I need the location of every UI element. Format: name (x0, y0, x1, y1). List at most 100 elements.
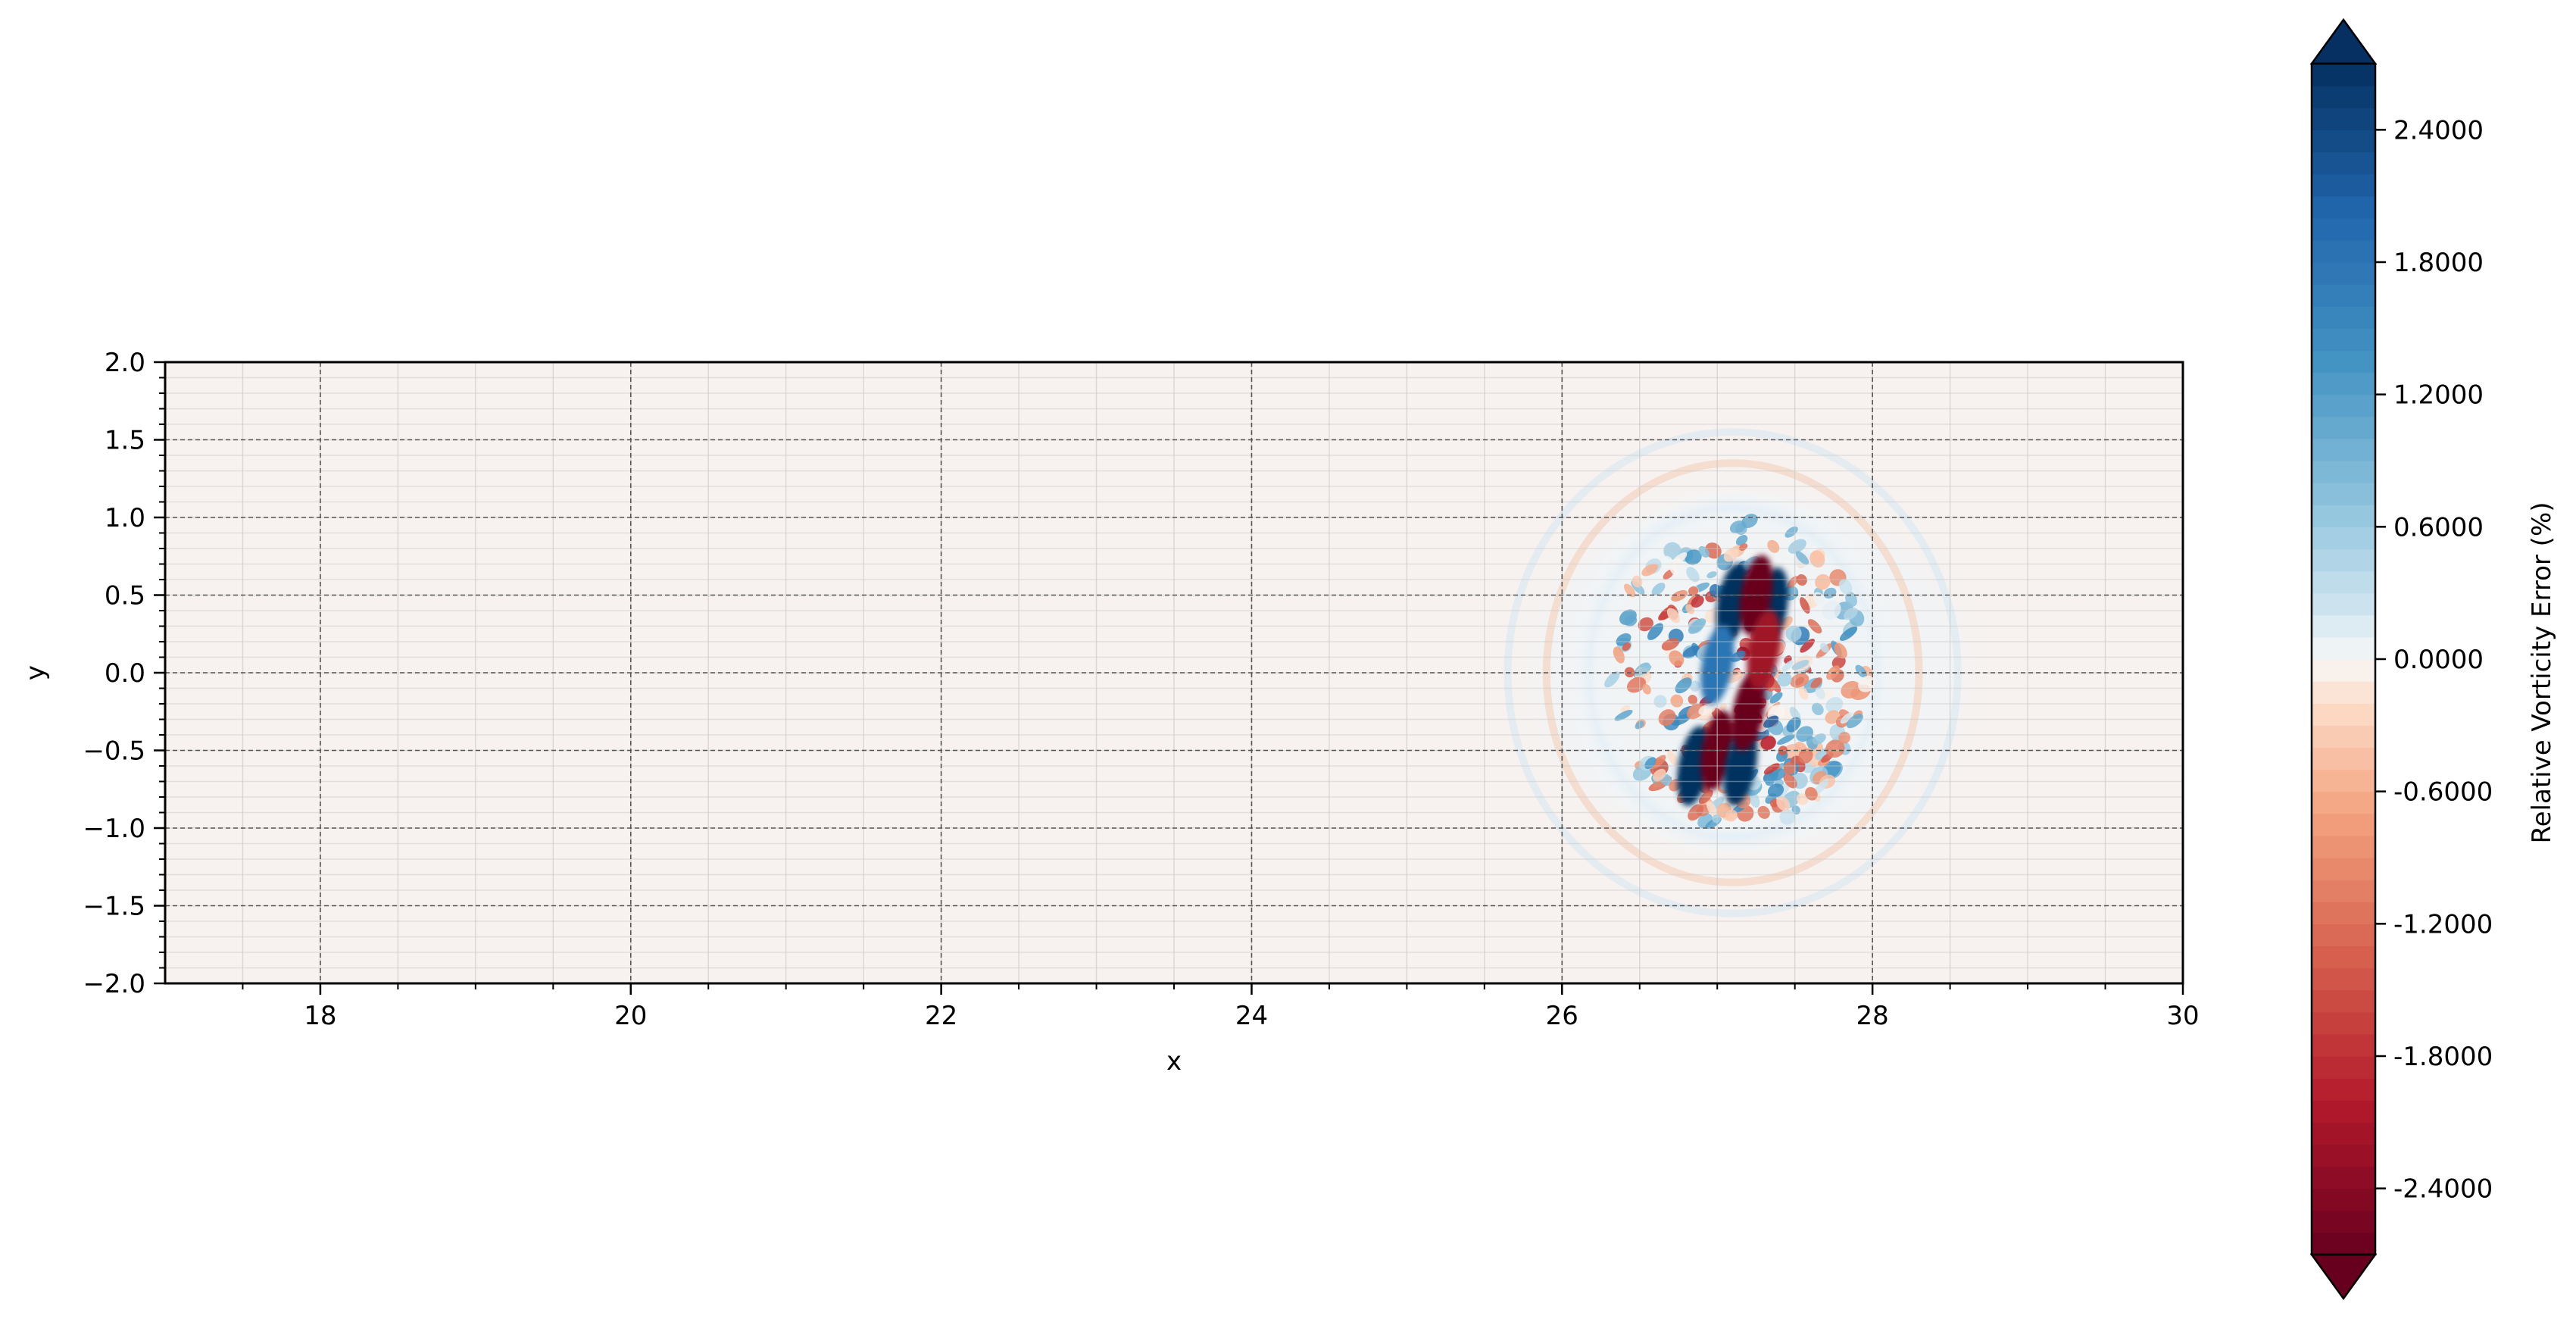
field-speck (1858, 675, 1876, 692)
colorbar-segment (2312, 1122, 2375, 1146)
field-speck (1698, 789, 1713, 805)
field-speck (1825, 697, 1844, 713)
field-speck (1667, 750, 1678, 766)
field-speck (1781, 660, 1794, 673)
y-axis-label: y (20, 665, 51, 680)
field-speck (1661, 555, 1674, 570)
field-speck (1814, 779, 1829, 795)
field-blob-negative (1747, 609, 1781, 689)
field-speck (1795, 551, 1809, 565)
x-axis-label: x (1166, 1046, 1182, 1077)
colorbar-segment (2312, 967, 2375, 991)
field-speck (1791, 660, 1809, 670)
field-speck (1813, 592, 1825, 606)
field-speck (1685, 604, 1695, 614)
field-speck (1757, 805, 1770, 819)
colorbar-extend-min (2309, 1253, 2378, 1301)
colorbar-segment (2312, 902, 2375, 924)
field-speck (1666, 608, 1681, 624)
colorbar-segment (2312, 416, 2375, 439)
x-tick-label: 26 (1546, 1001, 1578, 1031)
field-speck (1741, 514, 1758, 528)
colorbar-tick-label: 0.0000 (2393, 645, 2484, 675)
field-speck (1698, 703, 1716, 716)
field-speck (1644, 757, 1656, 770)
colorbar-segment (2312, 64, 2375, 86)
field-speck (1613, 646, 1625, 664)
field-speck (1787, 576, 1799, 589)
field-speck (1798, 686, 1809, 700)
field-speck (1783, 761, 1797, 775)
colorbar-tick-label: 2.4000 (2393, 115, 2484, 145)
colorbar-segment (2312, 130, 2375, 153)
colorbar-tick-label: 1.8000 (2393, 248, 2484, 278)
field-speck (1804, 786, 1818, 801)
field-speck (1653, 695, 1667, 708)
colorbar-segment (2312, 284, 2375, 307)
field-speck (1767, 783, 1784, 798)
y-tick-label: −1.5 (83, 892, 145, 922)
colorbar-tick-label: -0.6000 (2393, 777, 2493, 808)
field-speck (1825, 739, 1845, 758)
colorbar-segment (2312, 108, 2375, 130)
field-speck (1807, 619, 1822, 634)
field-speck (1725, 809, 1738, 822)
field-speck (1788, 539, 1806, 554)
y-tick-label: 0.5 (105, 581, 145, 611)
colorbar-extend-max (2309, 17, 2378, 65)
colorbar-segment (2312, 681, 2375, 704)
field-speck (1810, 677, 1822, 689)
field-speck (1723, 547, 1739, 562)
colorbar-tick-label: -1.2000 (2393, 909, 2493, 939)
colorbar-tick-label: -1.8000 (2393, 1042, 2493, 1072)
field-speck (1685, 549, 1702, 565)
field-speck (1840, 712, 1854, 724)
field-speck (1688, 804, 1703, 821)
field-speck (1815, 574, 1831, 590)
field-speck (1661, 638, 1680, 651)
field-speck (1712, 814, 1721, 824)
field-speck (1730, 650, 1746, 662)
field-speck (1698, 545, 1710, 558)
field-speck (1653, 768, 1666, 782)
colorbar-tick-label: -2.4000 (2393, 1174, 2493, 1205)
colorbar-segment (2312, 989, 2375, 1013)
y-tick-label: −0.5 (83, 736, 145, 767)
field-speck (1819, 642, 1829, 653)
field-speck (1675, 677, 1692, 694)
colorbar-segment (2312, 262, 2375, 285)
colorbar-segment (2312, 1144, 2375, 1167)
field-speck (1785, 625, 1802, 642)
field-speck (1838, 579, 1853, 595)
field-speck (1800, 597, 1810, 614)
colorbar-segment (2312, 880, 2375, 902)
field-speck (1822, 600, 1841, 620)
field-speck (1796, 793, 1809, 805)
field-speck (1671, 589, 1688, 602)
field-speck (1809, 550, 1825, 568)
colorbar-segment (2312, 1210, 2375, 1233)
field-speck (1641, 564, 1658, 577)
y-tick-label: 2.0 (105, 348, 145, 378)
colorbar-segment (2312, 1033, 2375, 1057)
field-speck (1791, 805, 1800, 815)
field-speck (1767, 539, 1780, 553)
field-speck (1763, 763, 1780, 775)
field-speck (1823, 587, 1837, 599)
field-speck (1760, 736, 1776, 750)
field-speck (1614, 709, 1633, 721)
field-speck (1688, 695, 1698, 705)
field-speck (1638, 646, 1654, 661)
colorbar-segment (2312, 1232, 2375, 1255)
colorbar-segment (2312, 483, 2375, 505)
colorbar-segment (2312, 239, 2375, 263)
field-speck (1777, 672, 1792, 687)
colorbar-segment (2312, 306, 2375, 329)
field-speck (1739, 543, 1748, 551)
colorbar-segment (2312, 945, 2375, 969)
colorbar-segment (2312, 394, 2375, 417)
colorbar-segment (2312, 835, 2375, 858)
field-speck (1671, 552, 1688, 567)
colorbar-segment (2312, 1166, 2375, 1189)
colorbar-segment (2312, 328, 2375, 352)
